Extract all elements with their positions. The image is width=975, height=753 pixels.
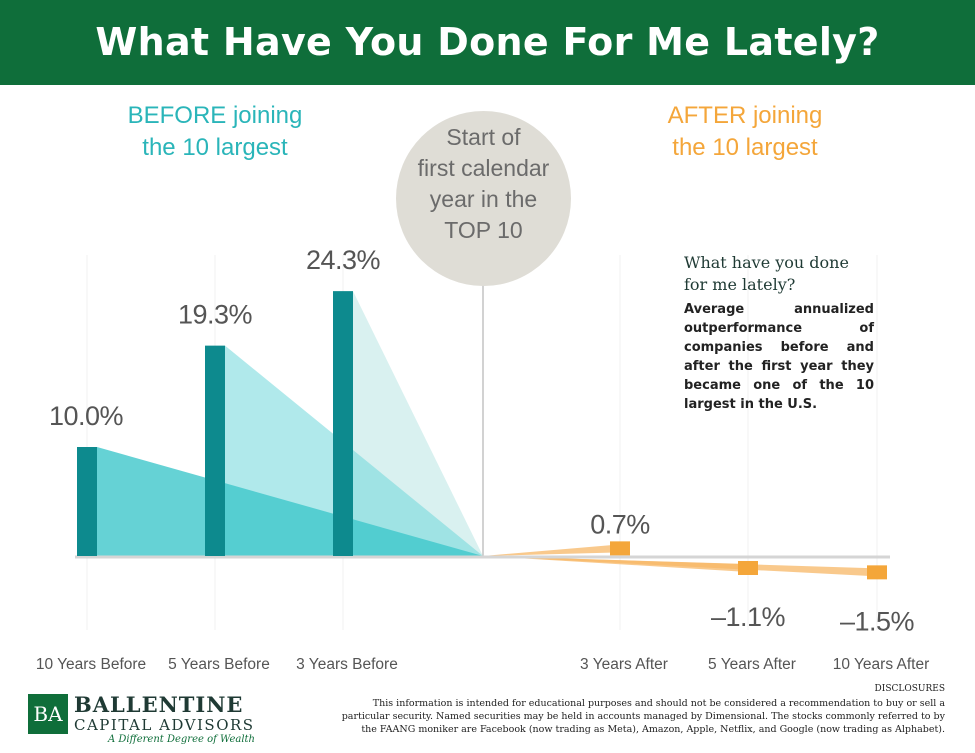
category-label: 5 Years Before: [168, 656, 270, 673]
bar: [333, 291, 353, 556]
outperformance-chart: 10.0% 19.3% 24.3% 0.7% –1.1% –1.5% 10 Years Be…: [36, 245, 930, 673]
before-heading-line: the 10 largest: [142, 134, 288, 161]
logo-subname: CAPITAL ADVISORS: [74, 716, 255, 734]
category-label: 10 Years After: [833, 656, 930, 673]
before-heading-line: BEFORE joining: [127, 102, 303, 129]
after-heading-line: the 10 largest: [672, 134, 818, 161]
after-wedge: [483, 556, 748, 572]
info-note: What have you done for me lately? Averag…: [684, 252, 874, 414]
before-heading: BEFORE joining the 10 largest: [120, 100, 310, 164]
data-label: –1.1%: [711, 602, 786, 632]
data-label: 0.7%: [590, 509, 650, 539]
after-heading-line: AFTER joining: [667, 102, 823, 129]
after-heading: AFTER joining the 10 largest: [650, 100, 840, 164]
logo-name: BALLENTINE: [74, 692, 244, 717]
marker-line: year in the: [429, 186, 538, 212]
title-banner: What Have You Done For Me Lately?: [0, 0, 975, 85]
note-title-line: for me lately?: [684, 275, 796, 294]
top10-marker-label: Start of first calendar year in the TOP …: [396, 122, 571, 246]
note-title: What have you done for me lately?: [684, 252, 874, 296]
before-wedge: [97, 447, 483, 556]
bar: [205, 345, 225, 556]
category-label: 10 Years Before: [36, 656, 146, 673]
note-body: Average annualized outperformance of com…: [684, 302, 874, 412]
category-label: 5 Years After: [708, 656, 796, 673]
logo-mark-icon: BA: [28, 694, 68, 734]
data-label: 19.3%: [178, 300, 253, 330]
category-label: 3 Years After: [580, 656, 668, 673]
company-logo: BA BALLENTINE CAPITAL ADVISORS A Differe…: [28, 692, 258, 747]
marker-line: first calendar: [417, 155, 550, 181]
marker-line: TOP 10: [444, 217, 523, 243]
bar: [610, 541, 630, 556]
data-label: 10.0%: [49, 401, 124, 431]
after-wedge: [483, 544, 620, 556]
category-label: 3 Years Before: [296, 656, 398, 673]
bar: [738, 560, 758, 575]
note-title-line: What have you done: [684, 253, 849, 272]
data-label: 24.3%: [306, 245, 381, 275]
logo-tagline: A Different Degree of Wealth: [108, 734, 255, 745]
bar: [77, 447, 97, 556]
after-wedge: [483, 556, 877, 577]
disclosures-heading: DISCLOSURES: [874, 684, 945, 694]
marker-line: Start of: [446, 124, 521, 150]
disclosures-body: This information is intended for educati…: [341, 698, 945, 735]
top10-marker-circle: [396, 111, 571, 286]
bar: [867, 565, 887, 580]
data-label: –1.5%: [840, 606, 915, 636]
page-title: What Have You Done For Me Lately?: [95, 20, 880, 64]
